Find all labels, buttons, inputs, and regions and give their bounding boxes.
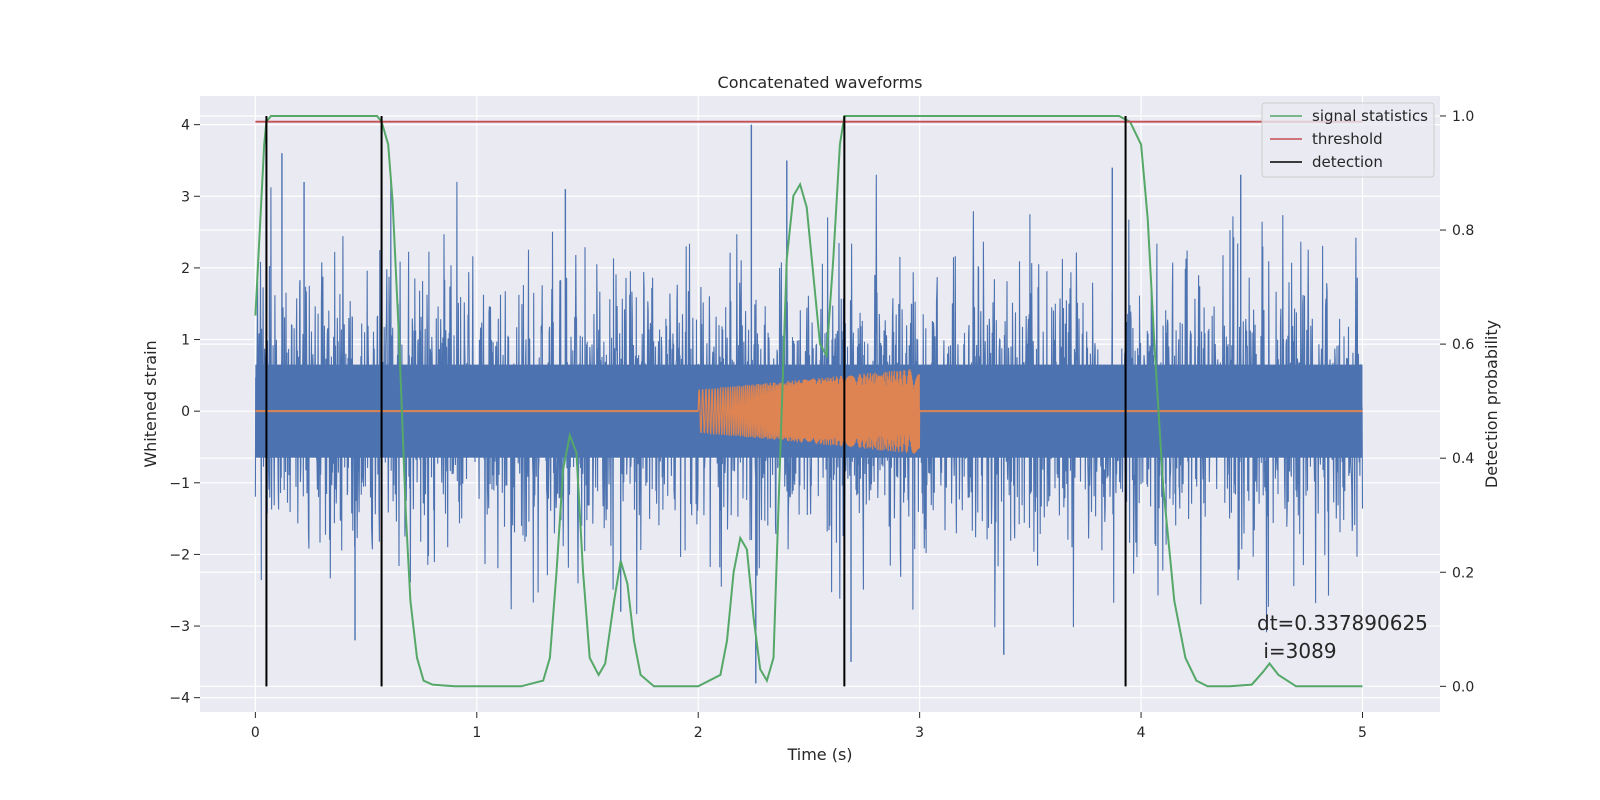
- y-tick-label: −3: [169, 619, 190, 635]
- x-axis-label: Time (s): [786, 745, 852, 764]
- y2-tick-label: 0.0: [1452, 679, 1474, 695]
- y2-tick-label: 0.4: [1452, 451, 1474, 467]
- chirp-line: [697, 369, 921, 454]
- y-tick-label: 3: [181, 189, 190, 205]
- annotation-dt: dt=0.337890625: [1257, 611, 1428, 635]
- x-tick-label: 3: [915, 725, 924, 741]
- y-tick-label: 0: [181, 404, 190, 420]
- x-tick-label: 5: [1358, 725, 1367, 741]
- x-tick-label: 4: [1137, 725, 1146, 741]
- x-tick-label: 1: [472, 725, 481, 741]
- y-tick-label: −4: [169, 691, 190, 707]
- legend-label-threshold: threshold: [1312, 130, 1383, 148]
- y-tick-label: 4: [181, 118, 190, 134]
- y-tick-label: −2: [169, 547, 190, 563]
- y-axis-label: Whitened strain: [141, 340, 160, 467]
- legend-label-signal: signal statistics: [1312, 107, 1428, 125]
- legend-label-detection: detection: [1312, 153, 1383, 171]
- ticks: 0 1 2 3 4 5 −4 −3 −2 −1 0 1 2 3 4 0.0 0.2 0.4 0.6 0.8 1.0: [169, 109, 1474, 741]
- chart-title: Concatenated waveforms: [718, 73, 923, 92]
- y2-axis-label: Detection probability: [1482, 320, 1501, 488]
- y-tick-label: 2: [181, 261, 190, 277]
- signal-statistics-line: [254, 115, 1363, 688]
- y2-tick-label: 1.0: [1452, 109, 1474, 125]
- legend: signal statistics threshold detection: [1261, 102, 1435, 178]
- y2-tick-label: 0.8: [1452, 223, 1474, 239]
- plot-content: [254, 115, 1364, 688]
- x-tick-label: 2: [694, 725, 703, 741]
- legend-box: [1261, 102, 1435, 178]
- y2-tick-label: 0.2: [1452, 565, 1474, 581]
- y-tick-label: 1: [181, 333, 190, 349]
- annotation-i: i=3089: [1257, 639, 1337, 663]
- x-tick-label: 0: [251, 725, 260, 741]
- y-tick-label: −1: [169, 476, 190, 492]
- y2-tick-label: 0.6: [1452, 337, 1474, 353]
